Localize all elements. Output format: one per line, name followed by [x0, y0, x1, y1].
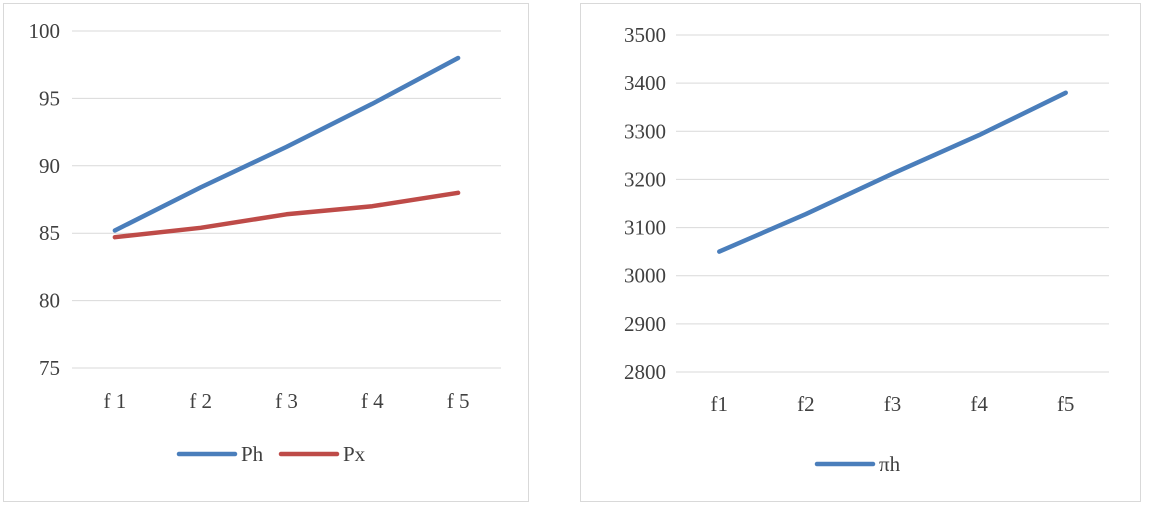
left-legend-label-0: Ph	[241, 442, 264, 466]
right-series-line-0	[717, 90, 1068, 254]
left-x-tick-label: f 3	[275, 389, 298, 413]
left-y-tick-label: 80	[39, 289, 60, 313]
left-series-line-0	[112, 55, 461, 233]
right-x-tick-label: f2	[797, 392, 815, 416]
right-y-tick-label: 2800	[624, 360, 666, 384]
right-y-tick-label: 3200	[624, 167, 666, 191]
right-x-tick-label: f5	[1057, 392, 1075, 416]
right-line-chart: 2800 2900 3000 3100 3200 3300 3400 3500 f1 f2 f3 f4…	[624, 23, 1109, 476]
left-x-tick-label: f 2	[189, 389, 212, 413]
right-x-tick-label: f1	[711, 392, 729, 416]
left-line-chart: 75 80 85 90 95 100 f 1 f 2 f 3 f 4 f 5 Ph Px	[29, 19, 501, 466]
left-y-tick-label: 85	[39, 221, 60, 245]
left-x-tick-label: f 5	[447, 389, 470, 413]
left-x-tick-label: f 4	[361, 389, 384, 413]
right-y-tick-label: 3100	[624, 216, 666, 240]
left-y-tick-label: 75	[39, 356, 60, 380]
left-y-tick-label: 100	[29, 19, 61, 43]
left-y-tick-label: 90	[39, 154, 60, 178]
right-legend-label-0: πh	[879, 452, 901, 476]
right-chart-panel: 2800 2900 3000 3100 3200 3300 3400 3500 f1 f2 f3 f4…	[580, 3, 1141, 502]
left-legend-label-1: Px	[343, 442, 366, 466]
right-y-tick-label: 3300	[624, 119, 666, 143]
right-y-tick-label: 3400	[624, 71, 666, 95]
right-y-tick-label: 3000	[624, 264, 666, 288]
left-series-line-1	[112, 190, 461, 240]
left-x-tick-label: f 1	[104, 389, 127, 413]
left-chart-panel: 75 80 85 90 95 100 f 1 f 2 f 3 f 4 f 5 Ph Px	[3, 3, 529, 502]
right-x-tick-label: f4	[970, 392, 988, 416]
right-x-tick-label: f3	[884, 392, 902, 416]
right-y-tick-label: 2900	[624, 312, 666, 336]
right-y-tick-label: 3500	[624, 23, 666, 47]
left-y-tick-label: 95	[39, 86, 60, 110]
